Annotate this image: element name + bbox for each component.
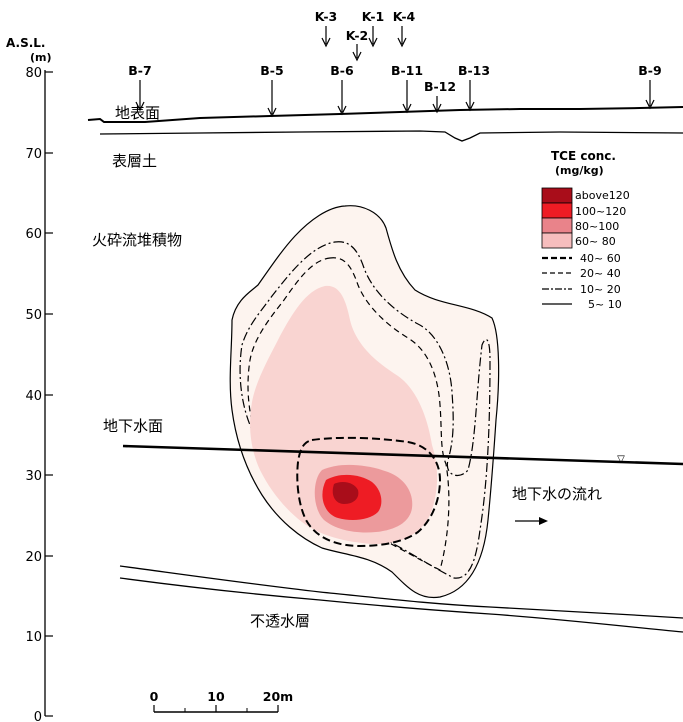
arrow-head-icon	[321, 37, 331, 48]
axis-tick-label: 10	[25, 630, 42, 645]
borehole-label-b11: B-11	[391, 63, 423, 78]
contour-20-40	[247, 257, 450, 571]
surface-layers	[87, 106, 683, 142]
scale-label: 20m	[263, 689, 293, 704]
water-level-icon: ▽	[617, 454, 625, 465]
legend-label: 100~120	[575, 205, 626, 218]
legend-label: 10~ 20	[580, 283, 621, 296]
axis-tick-label: 20	[25, 550, 42, 565]
axis-tick-label: 50	[25, 308, 42, 323]
legend-label: above120	[575, 189, 630, 202]
flow-arrow-icon	[515, 517, 548, 525]
elevation-axis: A.S.L. (m) 80 70 60 50 40 30 20 10 0	[6, 36, 53, 722]
legend-unit: (mg/kg)	[555, 164, 604, 177]
arrow-head-icon	[267, 107, 277, 118]
axis-title: A.S.L.	[6, 36, 45, 50]
borehole-label-b12: B-12	[424, 79, 456, 94]
water-table-line	[122, 444, 683, 466]
scale-bar: 0 10 20m	[150, 689, 293, 713]
axis-tick-label: 60	[25, 227, 42, 242]
borehole-label-b7: B-7	[128, 63, 151, 78]
legend-label: 60~ 80	[575, 235, 616, 248]
axis-tick-label: 0	[34, 710, 42, 722]
legend-swatch	[541, 187, 573, 204]
legend-label: 40~ 60	[580, 252, 621, 265]
arrow-head-icon	[337, 105, 347, 116]
legend-swatch	[541, 217, 573, 234]
arrow-head-icon	[645, 99, 655, 110]
label-impermeable: 不透水層	[250, 612, 310, 630]
legend-swatch	[541, 232, 573, 249]
axis-tick-label: 70	[25, 147, 42, 162]
contour-10-20	[239, 241, 491, 579]
impermeable-top-line	[119, 565, 683, 619]
legend-label: 20~ 40	[580, 267, 621, 280]
axis-tick-label: 30	[25, 469, 42, 484]
legend-label: 5~ 10	[588, 298, 622, 311]
arrow-head-icon	[368, 37, 378, 48]
arrow-head-icon	[397, 37, 407, 48]
label-groundwater-flow: 地下水の流れ	[512, 485, 602, 503]
arrow-head-icon	[352, 51, 362, 62]
water-table: ▽	[122, 444, 683, 466]
legend: TCE conc. (mg/kg) above120 100~120 80~10…	[541, 149, 630, 311]
axis-tick-label: 80	[25, 66, 42, 81]
axis-unit: (m)	[30, 51, 52, 64]
borehole-label-k4: K-4	[393, 9, 416, 24]
borehole-label-b13: B-13	[458, 63, 490, 78]
label-topsoil: 表層土	[112, 152, 157, 170]
borehole-label-k3: K-3	[315, 9, 338, 24]
ground-surface-line	[87, 106, 683, 123]
label-pyroclastic: 火砕流堆積物	[92, 231, 182, 249]
scale-label: 10	[207, 689, 225, 704]
borehole-label-b9: B-9	[638, 63, 661, 78]
axis-tick-label: 40	[25, 389, 42, 404]
borehole-label-k2: K-2	[346, 28, 369, 43]
impermeable-layer	[119, 565, 683, 633]
arrow-head-icon	[432, 103, 442, 114]
legend-swatch	[541, 202, 573, 219]
scale-label: 0	[150, 689, 159, 704]
borehole-label-k1: K-1	[362, 9, 385, 24]
borehole-label-b5: B-5	[260, 63, 283, 78]
tce-plume	[229, 205, 500, 599]
legend-label: 80~100	[575, 220, 619, 233]
borehole-label-b6: B-6	[330, 63, 354, 78]
contour-40-60	[296, 436, 442, 548]
borehole-markers: B-7 B-5 B-6 B-11 B-12 B-13 B-9 K-3 K-2	[128, 9, 662, 118]
legend-title: TCE conc.	[551, 149, 616, 163]
arrow-head-icon	[135, 101, 145, 112]
arrow-head-icon	[402, 103, 412, 114]
arrow-head-icon	[465, 101, 475, 112]
topsoil-base-line	[99, 130, 683, 142]
label-ground-surface: 地表面	[115, 104, 160, 122]
impermeable-top-line-2	[119, 577, 683, 633]
label-water-table: 地下水面	[103, 417, 163, 435]
plume-zone-above120	[332, 482, 359, 504]
